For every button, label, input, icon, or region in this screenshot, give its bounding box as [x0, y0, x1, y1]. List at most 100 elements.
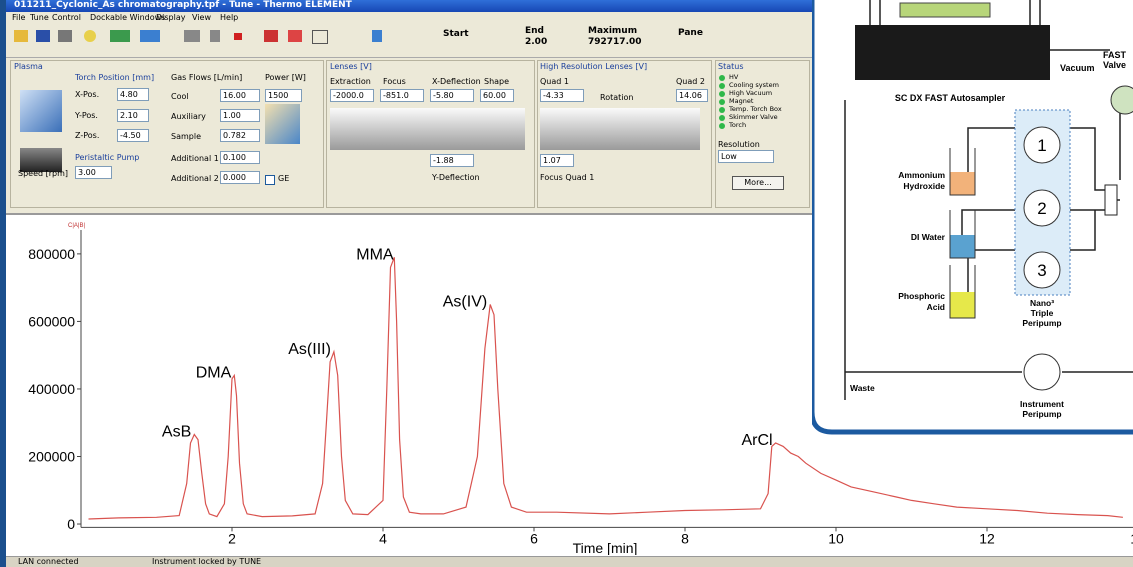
- valve: [1110, 85, 1133, 115]
- menu-item[interactable]: Help: [220, 13, 239, 22]
- icon[interactable]: [372, 30, 382, 42]
- label: Power [W]: [265, 73, 306, 82]
- status-item: Torch: [729, 121, 747, 129]
- label: Cool: [171, 92, 189, 101]
- label: Quad 1: [540, 77, 569, 86]
- input-field[interactable]: 60.00: [480, 89, 514, 102]
- icon[interactable]: [84, 30, 96, 42]
- label: Shape: [484, 77, 510, 86]
- input-field[interactable]: 14.06: [676, 89, 708, 102]
- status-item: Cooling system: [729, 81, 779, 89]
- x-tick-label: 8: [681, 530, 689, 546]
- status-led: [719, 91, 725, 97]
- status-item: Temp. Torch Box: [729, 105, 782, 113]
- icon[interactable]: [140, 30, 160, 42]
- toolbar-label[interactable]: Start: [443, 29, 469, 39]
- menu-item[interactable]: Control: [52, 13, 81, 22]
- chromatogram: C|A|B| 0 200000 400000 600000 800000 2 4 6 8 10 12 1…: [28, 223, 1133, 555]
- torch-image: [20, 90, 62, 132]
- pump-number: 1: [1037, 136, 1046, 155]
- checkbox[interactable]: [265, 175, 275, 185]
- status-led: [719, 83, 725, 89]
- input-field[interactable]: 4.80: [117, 88, 149, 101]
- input-field[interactable]: 0.100: [220, 151, 260, 164]
- label: Speed [rpm]: [18, 169, 69, 178]
- autosampler: [855, 25, 1050, 80]
- input-field[interactable]: 2.10: [117, 109, 149, 122]
- input-field[interactable]: Low: [718, 150, 774, 163]
- waste-label: Waste: [850, 383, 875, 393]
- lens-image: [330, 108, 525, 150]
- status-led: [719, 123, 725, 129]
- toolbar-value: 792717.00: [588, 37, 642, 47]
- input-field[interactable]: 1500: [265, 89, 302, 102]
- label: Z-Pos.: [75, 131, 100, 140]
- icon[interactable]: [36, 30, 50, 42]
- label: Quad 2: [676, 77, 705, 86]
- button[interactable]: More...: [732, 176, 784, 190]
- icon[interactable]: [110, 30, 130, 42]
- label: GE: [278, 174, 290, 183]
- label: Focus: [383, 77, 406, 86]
- icon[interactable]: [234, 33, 242, 40]
- input-field[interactable]: 3.00: [75, 166, 112, 179]
- toolbar-label: End: [525, 26, 544, 36]
- label: Instrument locked by TUNE: [152, 557, 262, 566]
- icon[interactable]: [58, 30, 72, 42]
- label: Rotation: [600, 93, 634, 102]
- status-item: HV: [729, 73, 739, 81]
- x-tick-label: 2: [228, 530, 236, 546]
- label: LAN connected: [18, 557, 79, 566]
- reagent-label: Hydroxide: [903, 181, 945, 191]
- menu-item[interactable]: Display: [156, 13, 186, 22]
- input-field[interactable]: -4.50: [117, 129, 149, 142]
- input-field[interactable]: 0.000: [220, 171, 260, 184]
- coil-image: [265, 104, 300, 144]
- input-field[interactable]: 1.00: [220, 109, 260, 122]
- label: Plasma: [14, 62, 43, 71]
- x-axis-title: Time [min]: [573, 540, 638, 555]
- menu-item[interactable]: Dockable Windows: [90, 13, 166, 22]
- x-tick-label: 10: [828, 530, 844, 546]
- label: Status: [718, 62, 744, 71]
- trace: [88, 257, 1123, 520]
- vacuum-label: Vacuum: [1060, 63, 1095, 73]
- label: Resolution: [718, 140, 760, 149]
- input-field[interactable]: -1.88: [430, 154, 474, 167]
- menu-item[interactable]: View: [192, 13, 211, 22]
- status-led: [719, 99, 725, 105]
- label: X-Pos.: [75, 90, 100, 99]
- icon[interactable]: [210, 30, 220, 42]
- label: Additional 1: [171, 154, 219, 163]
- input-field[interactable]: -851.0: [380, 89, 424, 102]
- menu-item[interactable]: Tune: [30, 13, 49, 22]
- input-field[interactable]: 16.00: [220, 89, 260, 102]
- x-tick-label: 4: [379, 530, 387, 546]
- y-tick-label: 800000: [28, 246, 75, 262]
- icon[interactable]: [14, 30, 28, 42]
- input-field[interactable]: 0.782: [220, 129, 260, 142]
- input-field[interactable]: -4.33: [540, 89, 584, 102]
- label: Y-Pos.: [75, 111, 98, 120]
- icon[interactable]: [184, 30, 200, 42]
- input-field[interactable]: 1.07: [540, 154, 574, 167]
- input-field[interactable]: -2000.0: [330, 89, 374, 102]
- peak-label: ArCl: [741, 432, 772, 449]
- plasma-panel: [10, 60, 324, 208]
- icon[interactable]: [264, 30, 278, 42]
- icon[interactable]: [312, 30, 328, 44]
- reagent-label: Acid: [927, 302, 945, 312]
- hr-lenses-panel: [537, 60, 712, 208]
- status-item: Magnet: [729, 97, 754, 105]
- instrument-pump-label: Peripump: [1022, 409, 1061, 419]
- input-field[interactable]: -5.80: [430, 89, 474, 102]
- toolbar-label[interactable]: Pane: [678, 28, 703, 38]
- menu-item[interactable]: File: [12, 13, 26, 22]
- label: Additional 2: [171, 174, 219, 183]
- bottles: [949, 148, 976, 319]
- manifold: [1104, 184, 1118, 216]
- icon[interactable]: [288, 30, 302, 42]
- y-tick-label: 400000: [28, 381, 75, 397]
- toolbar-label: Maximum: [588, 26, 638, 36]
